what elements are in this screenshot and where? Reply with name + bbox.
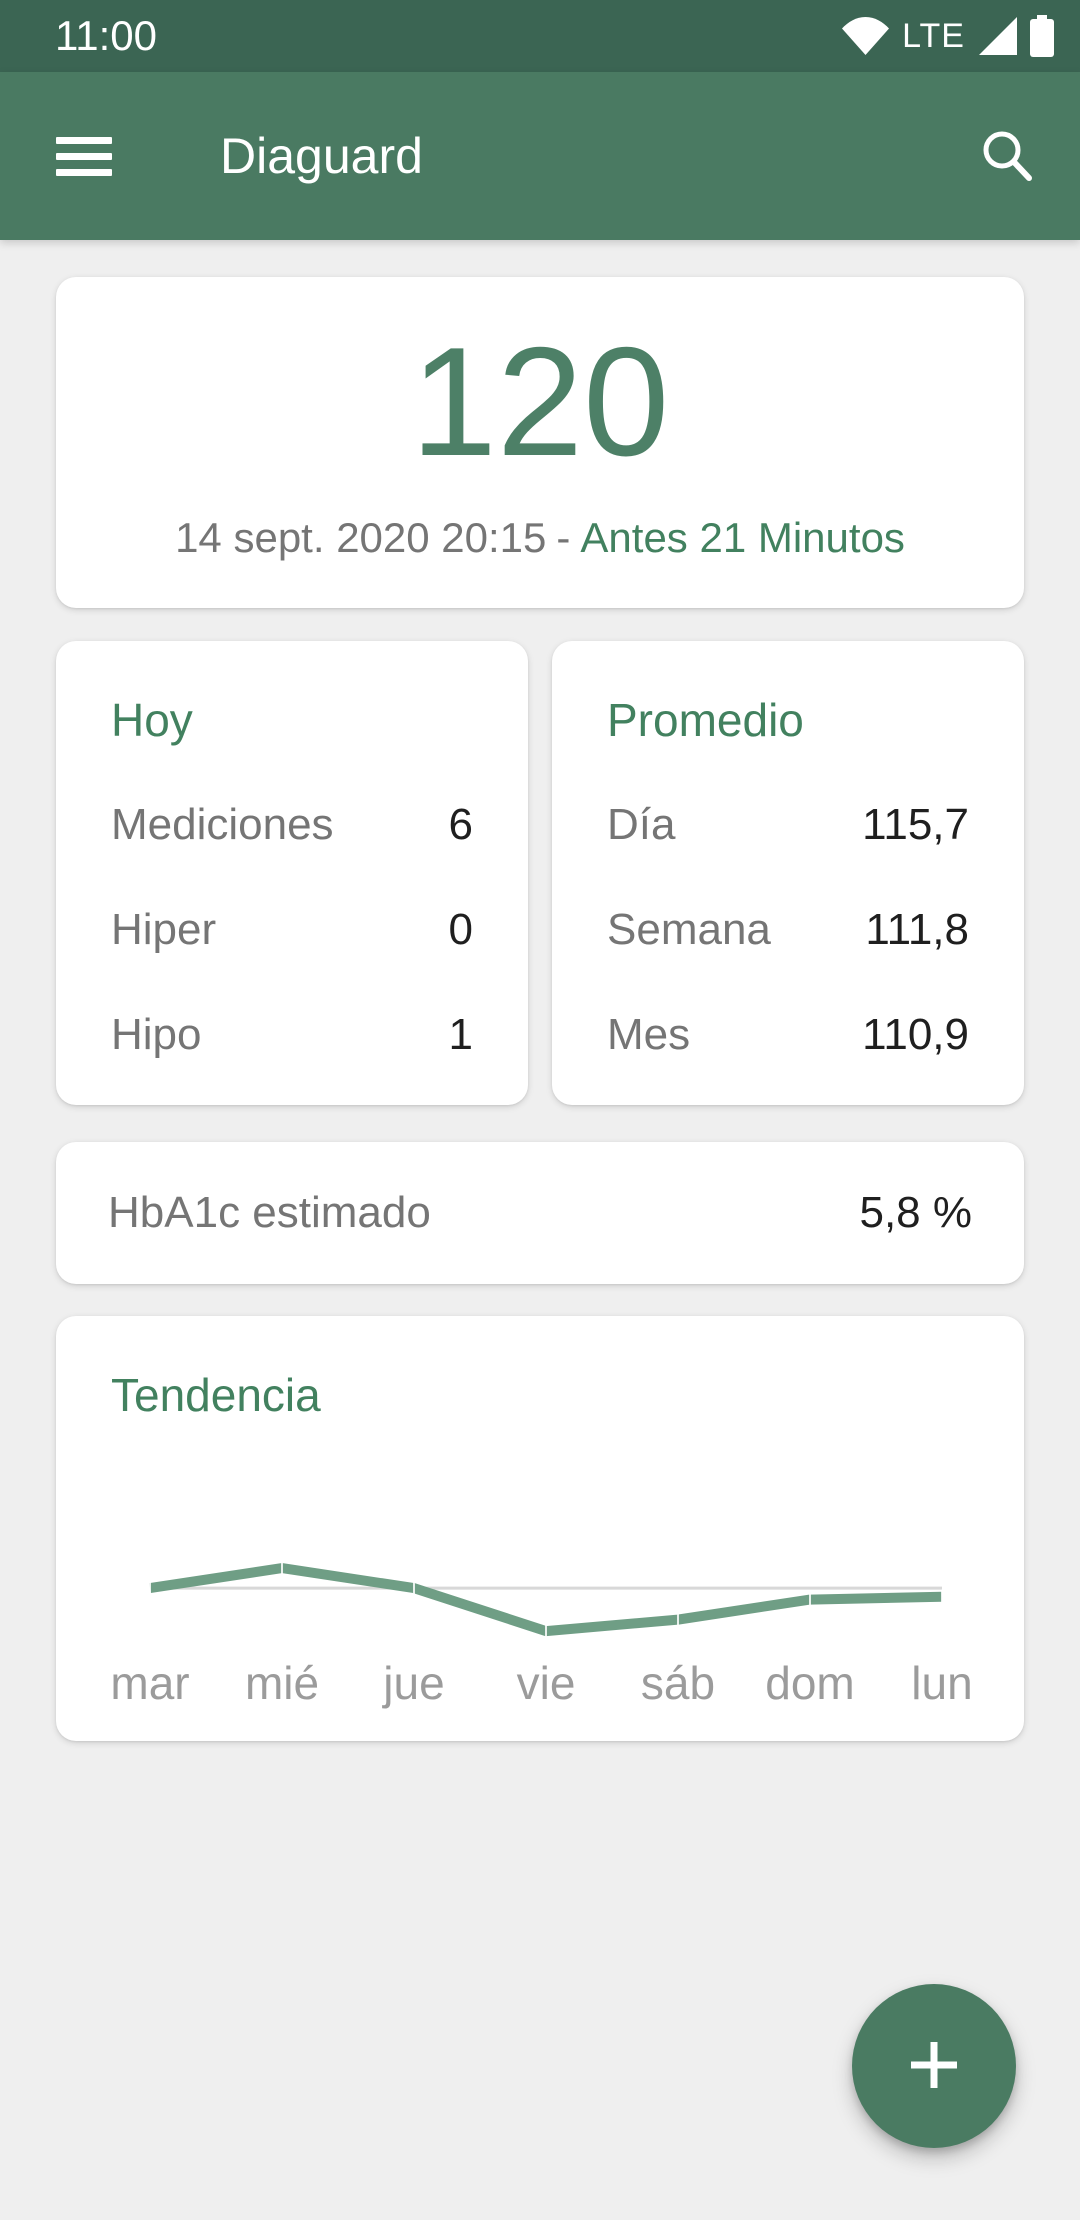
day-label: sáb — [640, 1657, 716, 1709]
plus-icon — [911, 2041, 957, 2091]
day-label: mar — [110, 1657, 190, 1709]
trend-card[interactable]: Tendencia mar mié jue vie sáb dom lun — [56, 1316, 1024, 1741]
hypo-value: 1 — [448, 1010, 473, 1059]
day-avg-value: 115,7 — [862, 800, 969, 849]
table-row: Día 115,7 — [607, 801, 969, 849]
hba1c-label: HbA1c estimado — [108, 1188, 431, 1237]
week-avg-value: 111,8 — [865, 905, 969, 954]
hyper-value: 0 — [448, 905, 473, 954]
search-icon — [978, 126, 1036, 187]
status-bar: 11:00 LTE — [0, 0, 1080, 72]
table-row: Hipo 1 — [111, 1011, 473, 1059]
status-icons: LTE — [842, 15, 1054, 57]
table-row: Semana 111,8 — [607, 906, 969, 954]
today-card-rows: Mediciones 6 Hiper 0 Hipo 1 — [111, 801, 473, 1059]
day-label: jue — [383, 1657, 445, 1709]
day-label: dom — [765, 1657, 855, 1709]
reading-subtitle: 14 sept. 2020 20:15 - Antes 21 Minutos — [175, 513, 905, 561]
status-time: 11:00 — [55, 12, 157, 59]
hyper-label: Hiper — [111, 905, 217, 954]
wifi-icon — [842, 17, 890, 55]
stats-row: Hoy Mediciones 6 Hiper 0 Hipo 1 — [56, 641, 1024, 1105]
table-row: Hiper 0 — [111, 906, 473, 954]
trend-chart — [149, 1561, 943, 1639]
latest-reading-card[interactable]: 120 14 sept. 2020 20:15 - Antes 21 Minut… — [56, 277, 1024, 608]
hba1c-card[interactable]: HbA1c estimado 5,8 % — [56, 1142, 1024, 1284]
menu-button[interactable] — [56, 136, 112, 176]
hypo-label: Hipo — [111, 1010, 202, 1059]
table-row: Mes 110,9 — [607, 1011, 969, 1059]
reading-relative-time: Antes 21 Minutos — [580, 513, 905, 561]
week-avg-label: Semana — [607, 905, 771, 954]
add-entry-fab[interactable] — [852, 1984, 1016, 2148]
glucose-value: 120 — [410, 314, 670, 488]
average-card[interactable]: Promedio Día 115,7 Semana 111,8 Mes 110,… — [552, 641, 1024, 1105]
table-row: Mediciones 6 — [111, 801, 473, 849]
month-avg-label: Mes — [607, 1010, 691, 1059]
month-avg-value: 110,9 — [862, 1010, 969, 1059]
network-type-label: LTE — [902, 17, 965, 55]
day-label: mié — [244, 1657, 320, 1709]
average-card-rows: Día 115,7 Semana 111,8 Mes 110,9 — [607, 801, 969, 1059]
today-card-title: Hoy — [111, 694, 193, 746]
measurements-value: 6 — [448, 800, 473, 849]
day-label: vie — [516, 1657, 576, 1709]
search-button[interactable] — [978, 126, 1036, 187]
trend-day-labels: mar mié jue vie sáb dom lun — [56, 1656, 1022, 1710]
reading-timestamp: 14 sept. 2020 20:15 — [175, 513, 547, 561]
hamburger-icon — [56, 136, 112, 144]
dashboard: 120 14 sept. 2020 20:15 - Antes 21 Minut… — [0, 277, 1080, 1741]
measurements-label: Mediciones — [111, 800, 334, 849]
trend-title: Tendencia — [111, 1369, 321, 1421]
hba1c-value: 5,8 % — [859, 1188, 972, 1237]
day-label: lun — [911, 1657, 973, 1709]
cellular-signal-icon — [978, 17, 1017, 55]
battery-icon — [1030, 15, 1054, 57]
app-bar: Diaguard — [0, 72, 1080, 240]
average-card-title: Promedio — [607, 694, 804, 746]
app-title: Diaguard — [220, 128, 423, 184]
today-card[interactable]: Hoy Mediciones 6 Hiper 0 Hipo 1 — [56, 641, 528, 1105]
reading-separator: - — [556, 513, 571, 561]
day-avg-label: Día — [607, 800, 676, 849]
